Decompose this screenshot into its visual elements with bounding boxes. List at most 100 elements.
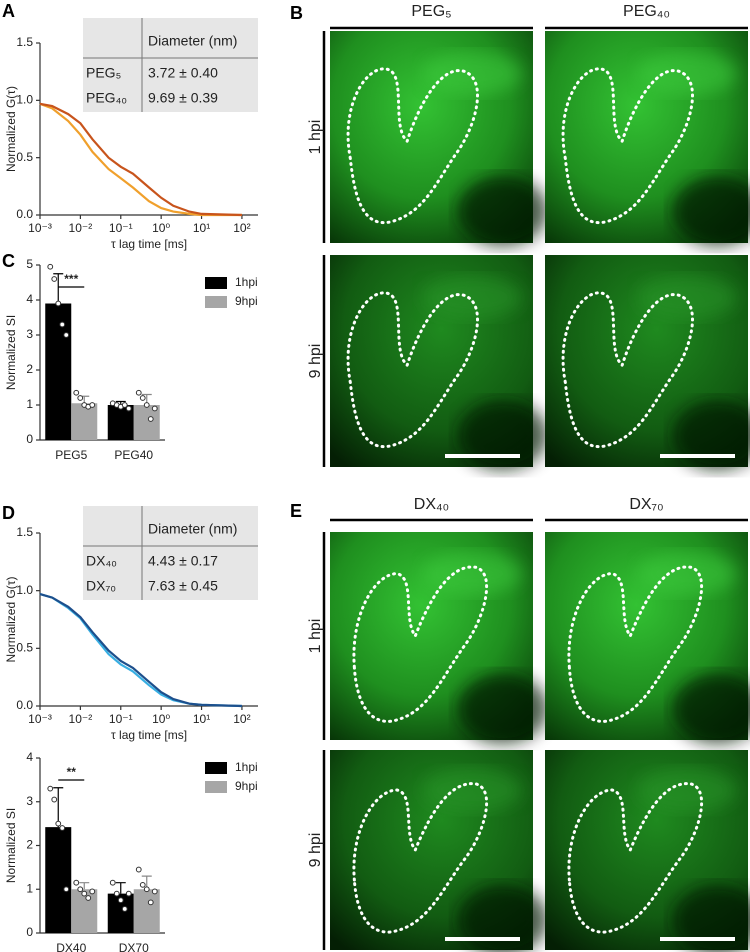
y-axis-label: Normalized SI	[4, 808, 18, 883]
y-tick-label: 2	[26, 362, 33, 376]
data-point	[51, 796, 58, 803]
y-tick-label: 4	[26, 750, 33, 764]
image-texture	[637, 51, 738, 96]
data-point	[63, 332, 70, 338]
y-tick-label: 0	[26, 925, 33, 939]
x-tick-label: DX70	[119, 941, 149, 952]
fit-curve	[39, 593, 242, 708]
x-tick-label: 10⁻³	[28, 712, 52, 726]
y-tick-label: 3	[26, 327, 33, 341]
data-point	[151, 405, 158, 412]
x-tick-label: PEG40	[114, 448, 153, 462]
tissue-outline	[354, 784, 487, 932]
column-header: DX₄₀	[414, 496, 449, 513]
micrograph	[545, 31, 750, 246]
micrograph	[330, 255, 548, 470]
legend-label: PEG₅	[86, 65, 121, 81]
data-point	[121, 906, 128, 912]
x-axis-label: τ lag time [ms]	[111, 237, 187, 251]
data-point	[125, 890, 132, 897]
data-point	[139, 881, 146, 888]
significance: **	[67, 765, 77, 779]
data-point	[59, 321, 66, 328]
error-bar	[79, 882, 90, 890]
tissue-outline	[569, 784, 702, 932]
image-texture	[457, 400, 548, 471]
diameter-value: 7.63 ± 0.45	[148, 578, 218, 594]
tissue-outline	[563, 293, 692, 447]
inset-table	[83, 506, 258, 600]
tissue-outline	[569, 567, 702, 721]
data-point	[151, 888, 158, 895]
data-point	[139, 395, 146, 401]
x-tick-label: 10¹	[193, 712, 210, 726]
data-point	[117, 897, 124, 904]
data-point	[89, 402, 96, 408]
image-texture	[457, 673, 548, 744]
y-tick-label: 0.5	[16, 641, 33, 655]
data-point	[63, 886, 70, 893]
image-texture	[672, 400, 750, 471]
data-point	[55, 820, 62, 827]
legend-label: DX₄₀	[86, 553, 117, 569]
tissue-outline	[348, 293, 477, 447]
data-point	[143, 886, 150, 893]
table-header: Diameter (nm)	[148, 33, 237, 49]
image-texture	[672, 176, 750, 247]
legend-swatch	[205, 296, 227, 308]
tissue-outline	[354, 567, 487, 721]
inset-table	[83, 18, 258, 112]
error-bar	[53, 787, 64, 828]
x-tick-label: 10⁻³	[28, 221, 52, 235]
data-point	[147, 899, 154, 906]
tissue-outline	[563, 69, 692, 223]
image-texture	[422, 51, 523, 96]
image-texture	[637, 551, 738, 596]
tissue-outline	[348, 69, 477, 223]
fit-curve	[39, 102, 242, 217]
micrograph	[545, 255, 750, 470]
row-label: 1 hpi	[307, 120, 324, 155]
image-texture	[637, 275, 738, 320]
legend-swatch	[205, 781, 227, 793]
data-point	[143, 402, 150, 408]
data-point	[73, 879, 80, 886]
image-texture	[637, 768, 738, 812]
data-point	[89, 888, 96, 895]
error-bar	[115, 882, 126, 894]
y-axis-label: Normalized G(τ)	[4, 86, 18, 172]
panel-letter: E	[290, 501, 302, 521]
data-point	[85, 895, 92, 901]
data-point	[51, 276, 58, 282]
y-tick-label: 1.5	[16, 35, 33, 49]
row-label: 9 hpi	[307, 833, 324, 868]
y-tick-label: 0.0	[16, 207, 33, 221]
image-texture	[422, 768, 523, 812]
x-tick-label: 10²	[233, 712, 250, 726]
bar	[45, 303, 72, 440]
x-tick-label: 10⁻¹	[109, 221, 133, 235]
y-tick-label: 3	[26, 794, 33, 808]
y-tick-label: 0.5	[16, 150, 33, 164]
data-point	[135, 866, 142, 873]
data-point	[47, 785, 54, 792]
data-point	[125, 405, 132, 412]
image-texture	[422, 275, 523, 320]
data-point	[135, 389, 142, 396]
bar	[45, 827, 72, 933]
x-tick-label: 10⁻¹	[109, 712, 133, 726]
y-tick-label: 0.0	[16, 698, 33, 712]
data-point	[73, 389, 80, 396]
data-point	[121, 402, 128, 408]
row-label: 9 hpi	[307, 344, 324, 379]
panel-letter: A	[2, 1, 15, 21]
panel-letter: B	[290, 3, 303, 23]
x-tick-label: 10¹	[193, 221, 210, 235]
panel-letter: C	[2, 251, 15, 271]
legend-label: 9hpi	[235, 294, 258, 308]
diameter-value: 9.69 ± 0.39	[148, 90, 218, 106]
y-tick-label: 1	[26, 881, 33, 895]
data-point	[81, 890, 88, 897]
data-point	[109, 879, 116, 886]
